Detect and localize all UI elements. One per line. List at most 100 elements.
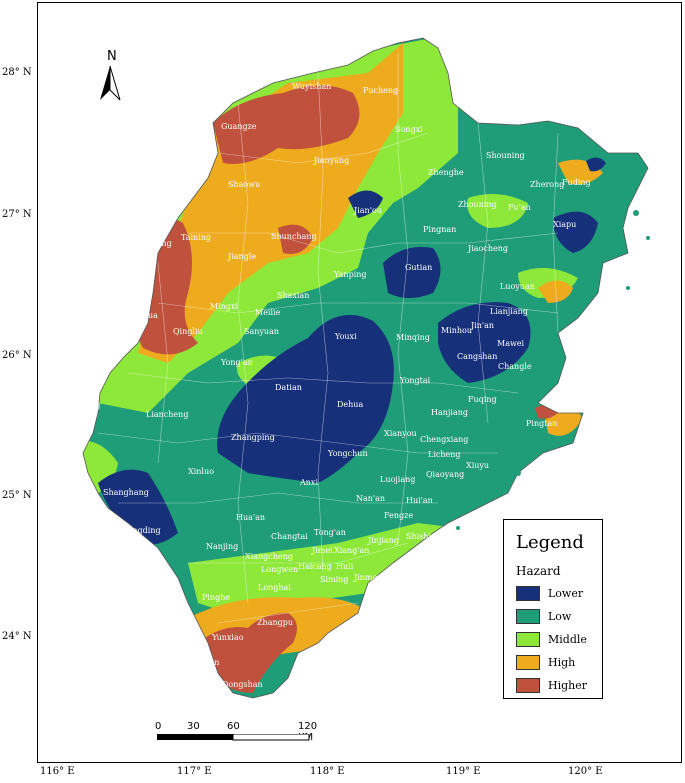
- city-label-haicang: Haicang: [298, 562, 332, 571]
- city-label-fuan: Fu'an: [508, 203, 531, 212]
- legend-item-low: Low: [516, 609, 606, 625]
- city-label-guangze: Guangze: [221, 122, 257, 131]
- legend-swatch-high: [516, 655, 540, 670]
- scale-label-0: 0: [155, 721, 162, 732]
- city-label-jinjiang: Jinjiang: [367, 536, 399, 545]
- city-label-youxi: Youxi: [334, 332, 357, 341]
- city-label-datian: Datian: [275, 383, 302, 392]
- scale-label-30: 30: [187, 721, 200, 732]
- city-label-sanyuan: Sanyuan: [244, 327, 279, 336]
- city-label-jimei: Jimei: [311, 546, 333, 555]
- city-label-siming: Siming: [320, 575, 348, 584]
- city-label-xinluo: Xinluo: [188, 467, 214, 476]
- city-label-taining: Taining: [181, 233, 211, 242]
- city-label-luoyuan: Luoyuan: [500, 282, 535, 291]
- city-label-licheng: Licheng: [428, 450, 461, 459]
- city-label-pucheng: Pucheng: [363, 86, 398, 95]
- scale-label-60: 60: [227, 721, 240, 732]
- city-label-anxi: Anxi: [299, 478, 318, 487]
- zone-lower-gutian: [383, 247, 441, 298]
- city-label-fuqing: Fuqing: [468, 395, 497, 404]
- islands: [456, 210, 650, 530]
- city-label-xiangcheng: Xiangcheng: [245, 552, 293, 561]
- city-label-pingnan: Pingnan: [423, 225, 456, 234]
- city-label-mingxi: Mingxi: [210, 302, 239, 311]
- legend-subtitle: Hazard: [516, 564, 561, 578]
- legend-swatch-low: [516, 609, 540, 624]
- lat-label-24: 24° N: [2, 631, 32, 642]
- city-label-mawei: Mawei: [497, 339, 525, 348]
- city-label-chengxiang: Chengxiang: [420, 435, 468, 444]
- lat-label-26: 26° N: [2, 350, 32, 361]
- city-label-lianjiang: Lianjiang: [490, 307, 528, 316]
- zone-higher-wuyishan: [213, 85, 360, 164]
- city-label-dehua: Dehua: [337, 400, 363, 409]
- zone-lower-jianou: [348, 190, 383, 218]
- legend-title: Legend: [516, 532, 584, 553]
- city-label-ninghua: Ninghua: [123, 311, 158, 320]
- city-label-xiuyu: Xiuyu: [466, 461, 489, 470]
- zone-middle-east: [467, 194, 528, 228]
- city-label-nanan: Nan'an: [356, 494, 385, 503]
- city-label-yongding: Yongding: [122, 526, 161, 535]
- city-label-xiapu: Xiapu: [553, 220, 576, 229]
- legend-label-high: High: [548, 656, 576, 669]
- city-label-luojiang: Luojiang: [380, 475, 415, 484]
- city-label-longhai: Longhai: [258, 583, 291, 592]
- city-label-huaan: Hua'an: [236, 513, 265, 522]
- zone-higher-shunchang: [278, 224, 313, 254]
- zone-lower-center: [217, 314, 394, 483]
- city-label-shunchang: Shunchang: [271, 232, 317, 241]
- zone-lower-fuzhou: [438, 302, 531, 383]
- city-label-fengze: Fengze: [384, 511, 413, 520]
- legend-item-lower: Lower: [516, 586, 606, 602]
- city-label-minqing: Minqing: [396, 333, 430, 342]
- city-label-hanjiang: Hanjiang: [431, 408, 468, 417]
- lon-label-118: 118° E: [310, 766, 345, 777]
- city-label-changle: Changle: [498, 362, 532, 371]
- city-label-shouning: Shouning: [486, 151, 525, 160]
- lon-label-116: 116° E: [40, 766, 75, 777]
- city-label-pinghe: Pinghe: [202, 593, 230, 602]
- legend-label-lower: Lower: [548, 587, 584, 600]
- city-label-longwen: Longwen: [261, 565, 298, 574]
- city-label-yongan: Yong'an: [220, 358, 253, 367]
- city-label-gutian: Gutian: [405, 263, 432, 272]
- zone-higher-south: [198, 613, 297, 693]
- city-label-songxi: Songxi: [395, 125, 423, 134]
- city-label-changting: Changting: [58, 401, 100, 410]
- city-label-shaxian: Shaxian: [277, 291, 309, 300]
- legend-label-middle: Middle: [548, 633, 587, 646]
- north-arrow-icon: [100, 65, 121, 101]
- city-label-yunxiao: Yunxiao: [211, 633, 244, 642]
- city-label-xianyou: Xianyou: [384, 429, 417, 438]
- city-label-zhangping: Zhangping: [231, 433, 275, 442]
- city-label-jinan: Jin'an: [470, 321, 494, 330]
- legend: Legend Hazard Lower Low Middle High High…: [503, 519, 603, 699]
- city-label-tongan: Tong'an: [314, 528, 346, 537]
- scale-bar-graphic: [157, 734, 310, 741]
- zone-lower-fuding: [586, 157, 606, 172]
- zone-lower-xiapu: [553, 211, 598, 253]
- city-label-jinmen: Jinmen: [353, 573, 382, 582]
- legend-item-middle: Middle: [516, 632, 606, 648]
- map-frame: Wuyishan Guangze Pucheng Songxi Jianyang Shao…: [37, 2, 682, 763]
- province-outline: [82, 37, 649, 699]
- city-label-fuding: Fuding: [562, 178, 591, 187]
- legend-swatch-middle: [516, 632, 540, 647]
- city-label-yongtai: Yongtai: [399, 376, 431, 385]
- city-label-jianou: Jian'ou: [353, 206, 382, 215]
- city-label-jianning: Jianning: [137, 239, 172, 248]
- lon-label-119: 119° E: [446, 766, 481, 777]
- city-label-xiangan: Xiang'an: [334, 546, 369, 555]
- legend-label-low: Low: [548, 610, 572, 623]
- city-label-cangshan: Cangshan: [457, 352, 497, 361]
- city-label-jiangle: Jiangle: [227, 252, 256, 261]
- lat-label-25: 25° N: [2, 490, 32, 501]
- city-label-zhangpu: Zhangpu: [257, 618, 293, 627]
- city-labels: Wuyishan Guangze Pucheng Songxi Jianyang Shao…: [58, 82, 591, 689]
- lon-label-117: 117° E: [177, 766, 212, 777]
- city-label-nanjing: Nanjing: [206, 542, 238, 551]
- city-label-qingliu: Qingliu: [173, 327, 203, 336]
- city-label-liancheng: Liancheng: [146, 410, 188, 419]
